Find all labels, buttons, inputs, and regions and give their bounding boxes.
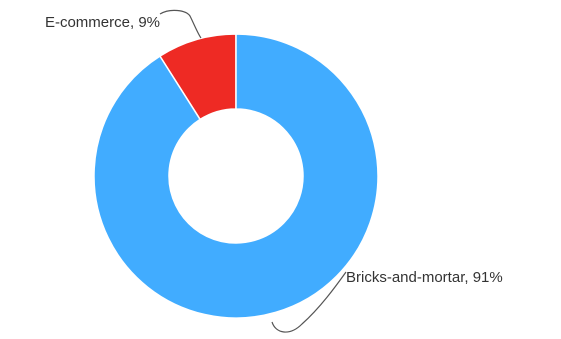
data-label-ecommerce: E-commerce, 9%	[45, 14, 160, 31]
leader-line-ecommerce	[159, 9, 202, 39]
leader-line-bricks	[271, 271, 347, 333]
slice-bricks-and-mortar	[93, 33, 379, 319]
donut-slices	[93, 33, 379, 319]
data-label-bricks-and-mortar: Bricks-and-mortar, 91%	[346, 269, 503, 286]
